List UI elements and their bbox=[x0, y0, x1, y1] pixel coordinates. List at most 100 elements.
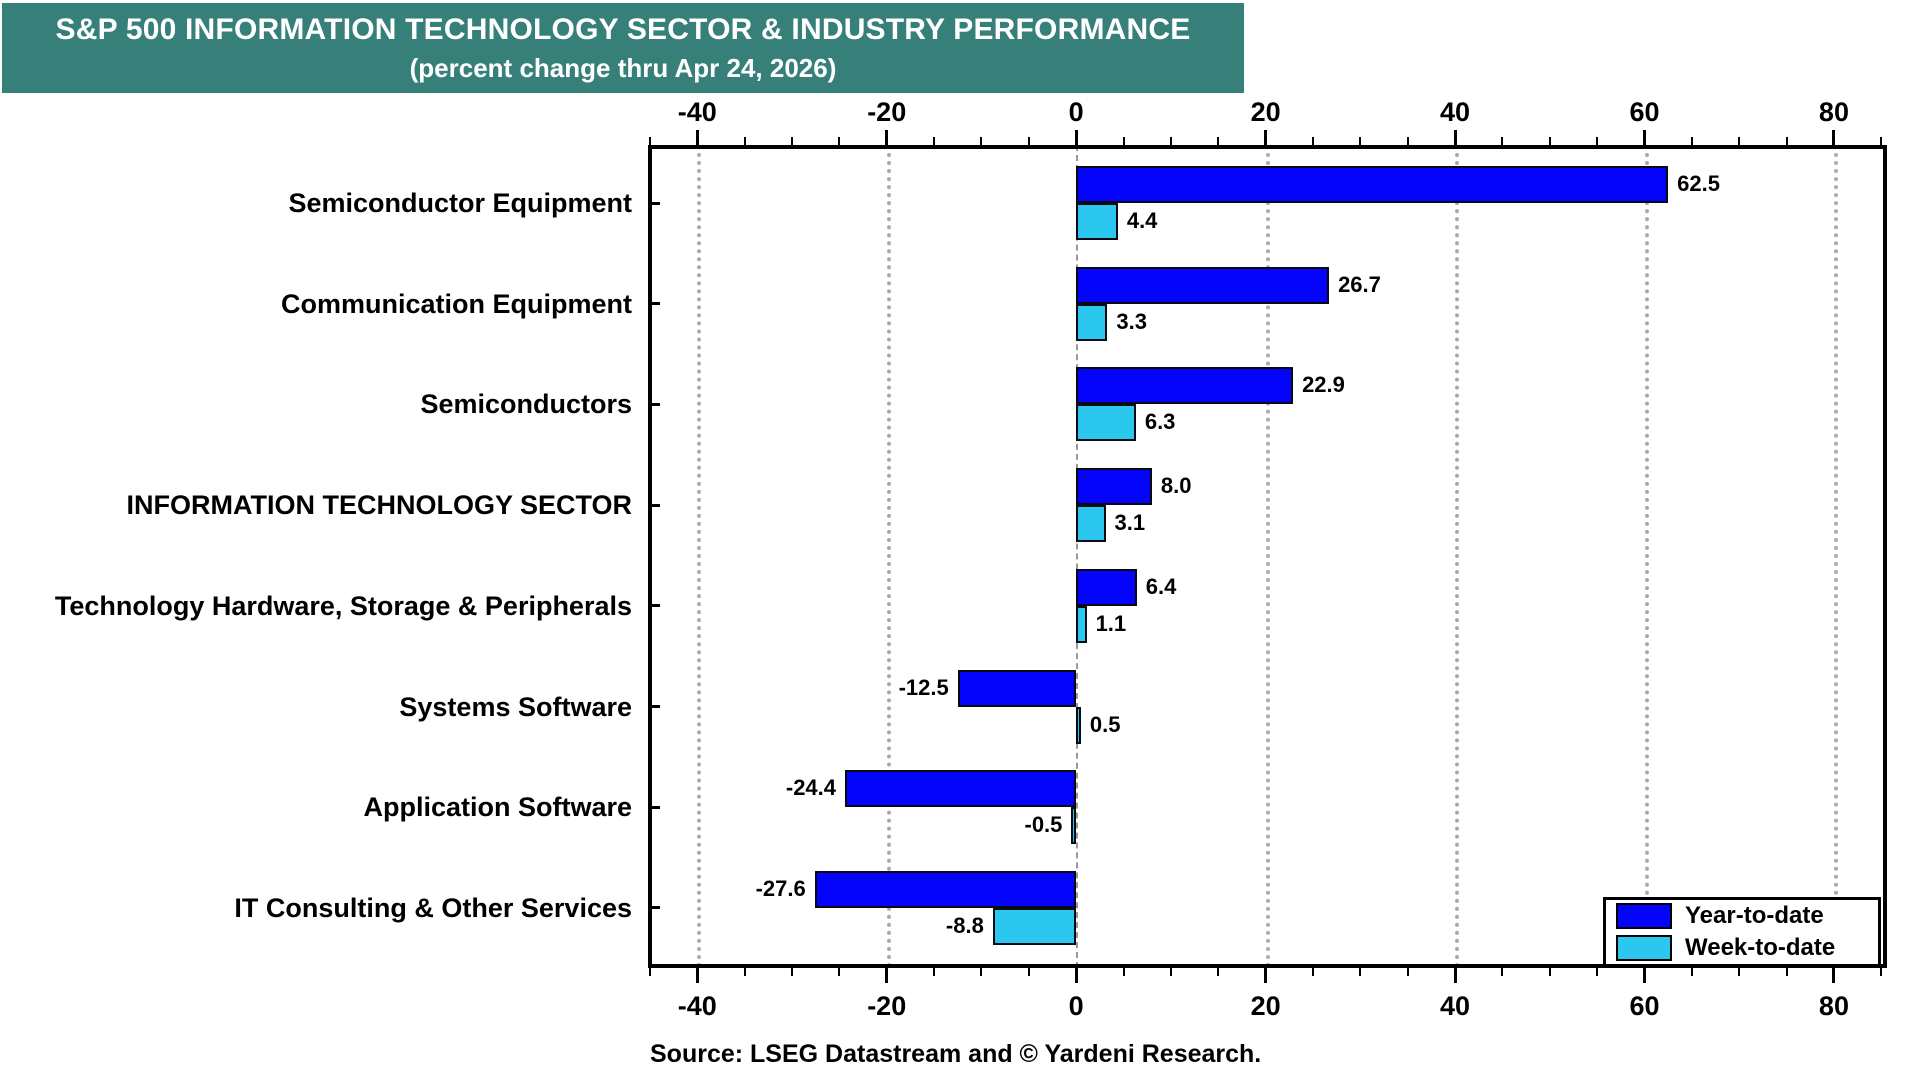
bar-week-to-date bbox=[1076, 203, 1118, 240]
major-tick-bottom bbox=[1453, 968, 1457, 983]
bar-value-label: 8.0 bbox=[1160, 473, 1192, 499]
minor-tick-bottom bbox=[790, 968, 793, 976]
minor-tick-bottom bbox=[1880, 968, 1883, 976]
minor-tick-top bbox=[1690, 137, 1693, 145]
ytd-swatch bbox=[1616, 903, 1672, 929]
bar-year-to-date bbox=[1076, 468, 1152, 506]
bar-value-label: 26.7 bbox=[1338, 271, 1381, 297]
bar-value-label: 0.5 bbox=[1089, 711, 1121, 737]
major-tick-bottom bbox=[1074, 968, 1078, 983]
bar-value-label: 6.3 bbox=[1144, 409, 1176, 435]
bar-value-label: 3.3 bbox=[1116, 308, 1147, 334]
category-label: Application Software bbox=[363, 792, 632, 823]
bar-value-label: 1.1 bbox=[1095, 610, 1127, 636]
minor-tick-top bbox=[1501, 137, 1504, 145]
bar-week-to-date bbox=[1071, 807, 1077, 845]
major-tick-top bbox=[885, 130, 889, 145]
title-banner: S&P 500 INFORMATION TECHNOLOGY SECTOR & … bbox=[2, 3, 1244, 93]
minor-tick-top bbox=[1548, 137, 1551, 145]
minor-tick-bottom bbox=[1027, 968, 1030, 976]
minor-tick-bottom bbox=[838, 968, 841, 976]
bar-value-label: 4.4 bbox=[1126, 208, 1158, 233]
minor-tick-top bbox=[838, 137, 841, 145]
x-axis-label-bottom: 60 bbox=[1629, 991, 1660, 1021]
bar-value-label: -27.6 bbox=[755, 875, 806, 901]
bar-value-label: -0.5 bbox=[1024, 812, 1063, 838]
major-tick-bottom bbox=[1643, 968, 1646, 983]
source-note: Source: LSEG Datastream and © Yardeni Re… bbox=[650, 1040, 1262, 1068]
bar-value-label: 6.4 bbox=[1145, 573, 1177, 599]
category-tick bbox=[648, 402, 660, 406]
x-axis-label-bottom: -40 bbox=[677, 991, 717, 1021]
category-label: IT Consulting & Other Services bbox=[234, 892, 632, 923]
legend: Year-to-date Week-to-date bbox=[1603, 897, 1881, 967]
legend-item-wtd: Week-to-date bbox=[1616, 934, 1878, 962]
major-tick-bottom bbox=[885, 968, 889, 983]
minor-tick-bottom bbox=[1785, 968, 1788, 976]
minor-tick-top bbox=[1738, 137, 1741, 145]
zero-gridline bbox=[1076, 145, 1079, 968]
minor-tick-bottom bbox=[980, 968, 983, 976]
category-tick bbox=[648, 805, 660, 809]
major-tick-top bbox=[1643, 130, 1646, 145]
minor-tick-top bbox=[1122, 137, 1125, 145]
legend-label-wtd: Week-to-date bbox=[1685, 934, 1836, 961]
minor-tick-top bbox=[933, 137, 936, 145]
minor-tick-bottom bbox=[1169, 968, 1172, 976]
major-tick-bottom bbox=[1832, 968, 1836, 983]
category-tick bbox=[648, 604, 660, 608]
major-tick-bottom bbox=[695, 968, 699, 983]
category-label: Semiconductor Equipment bbox=[288, 188, 632, 218]
x-axis-label-top: 20 bbox=[1250, 97, 1281, 127]
major-gridline bbox=[886, 145, 891, 968]
minor-tick-top bbox=[1880, 137, 1883, 145]
minor-tick-bottom bbox=[1406, 968, 1409, 976]
minor-tick-top bbox=[1359, 137, 1362, 145]
chart-title: S&P 500 INFORMATION TECHNOLOGY SECTOR & … bbox=[55, 13, 1191, 46]
bar-value-label: 22.9 bbox=[1302, 372, 1345, 398]
minor-tick-bottom bbox=[1217, 968, 1220, 976]
bar-value-label: -12.5 bbox=[898, 674, 949, 700]
minor-tick-bottom bbox=[1596, 968, 1599, 976]
major-gridline bbox=[1265, 145, 1270, 968]
category-label: Technology Hardware, Storage & Periphera… bbox=[54, 590, 632, 621]
major-tick-bottom bbox=[1264, 968, 1268, 983]
plot-area: 62.5 4.4 26.7 3.3 22.9 6.3 8.0 3.1 6.4 1.1 -12.5 0.… bbox=[648, 145, 1887, 968]
legend-label-ytd: Year-to-date bbox=[1685, 902, 1824, 929]
bar-year-to-date bbox=[957, 669, 1077, 707]
minor-tick-bottom bbox=[648, 968, 651, 976]
major-tick-top bbox=[695, 130, 699, 145]
bar-week-to-date bbox=[1076, 605, 1087, 643]
minor-tick-top bbox=[743, 137, 746, 145]
x-axis-label-bottom: 20 bbox=[1250, 991, 1281, 1021]
bar-value-label: -8.8 bbox=[945, 912, 984, 938]
x-axis-label-top: 80 bbox=[1818, 97, 1849, 127]
x-axis-label-top: 0 bbox=[1068, 97, 1084, 127]
minor-tick-bottom bbox=[1359, 968, 1362, 976]
bar-week-to-date bbox=[1076, 404, 1136, 442]
minor-tick-bottom bbox=[1501, 968, 1504, 976]
chart-subtitle: (percent change thru Apr 24, 2026) bbox=[409, 53, 837, 83]
category-tick bbox=[648, 906, 660, 910]
minor-tick-top bbox=[648, 137, 651, 145]
bar-year-to-date bbox=[1076, 367, 1294, 405]
bar-value-label: -24.4 bbox=[785, 775, 837, 801]
minor-tick-bottom bbox=[743, 968, 746, 976]
bar-week-to-date bbox=[1076, 303, 1108, 341]
minor-tick-bottom bbox=[933, 968, 936, 976]
category-tick bbox=[648, 705, 660, 709]
legend-item-ytd: Year-to-date bbox=[1616, 902, 1878, 930]
bar-value-label: 3.1 bbox=[1114, 510, 1146, 536]
category-label: INFORMATION TECHNOLOGY SECTOR bbox=[126, 490, 632, 521]
bar-week-to-date bbox=[1076, 706, 1081, 744]
category-label: Communication Equipment bbox=[281, 288, 632, 319]
major-tick-top bbox=[1453, 130, 1457, 145]
minor-tick-top bbox=[1596, 137, 1599, 145]
major-tick-top bbox=[1832, 130, 1836, 145]
minor-tick-bottom bbox=[1548, 968, 1551, 976]
minor-tick-top bbox=[1785, 137, 1788, 145]
bar-year-to-date bbox=[1076, 166, 1669, 203]
bar-week-to-date bbox=[992, 907, 1077, 945]
x-axis-label-top: 60 bbox=[1629, 97, 1660, 127]
minor-tick-bottom bbox=[1738, 968, 1741, 976]
